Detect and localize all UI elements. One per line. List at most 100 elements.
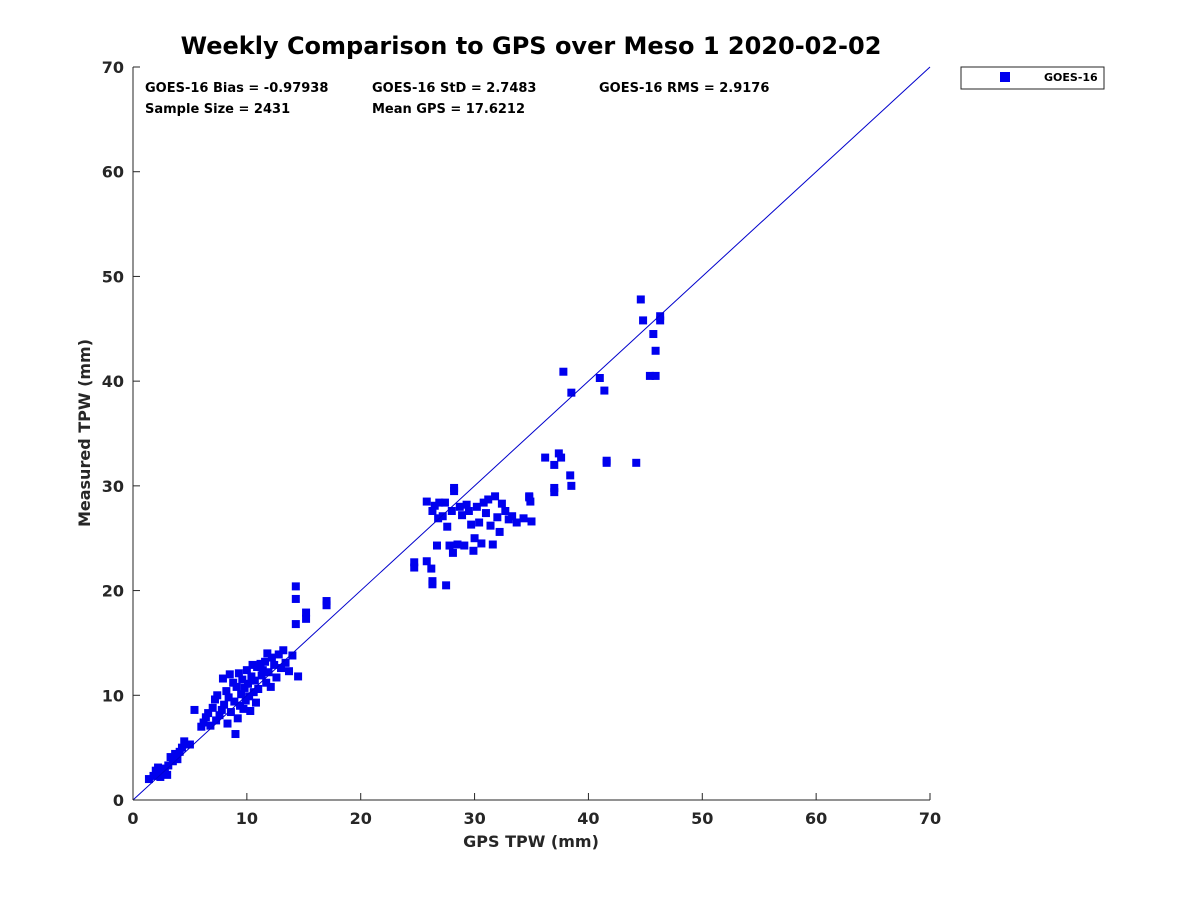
data-point (422, 557, 431, 566)
x-tick-label: 20 (350, 809, 372, 828)
x-tick-label: 60 (805, 809, 827, 828)
data-point (249, 688, 258, 697)
data-point (243, 679, 252, 688)
data-point (557, 453, 566, 462)
data-point (527, 517, 536, 526)
legend: GOES-16 (960, 66, 1105, 90)
data-point (460, 541, 469, 550)
data-point (445, 541, 454, 550)
data-point (649, 330, 658, 339)
data-point (567, 481, 576, 490)
data-point (656, 312, 665, 321)
data-point (272, 673, 281, 682)
data-point (458, 511, 467, 520)
data-point (242, 666, 251, 675)
data-point (438, 512, 447, 521)
data-point (284, 667, 293, 676)
data-point (462, 500, 471, 509)
data-point (248, 660, 257, 669)
data-point (164, 761, 173, 770)
data-point (410, 563, 419, 572)
stat-rms: GOES-16 RMS = 2.9176 (599, 81, 769, 96)
data-point (322, 597, 331, 606)
data-point (204, 709, 213, 718)
data-point (645, 371, 654, 380)
data-point (168, 757, 177, 766)
data-point (595, 374, 604, 383)
data-point (229, 678, 238, 687)
data-point (233, 714, 242, 723)
data-point (262, 678, 271, 687)
x-tick-label: 10 (236, 809, 258, 828)
y-tick-label: 50 (102, 267, 124, 286)
data-point (541, 453, 550, 462)
data-point (486, 521, 495, 530)
data-point (656, 316, 665, 325)
data-point (495, 527, 504, 536)
stats-annotations: GOES-16 Bias = -0.97938 GOES-16 StD = 2.… (145, 81, 769, 117)
data-point (484, 495, 493, 504)
data-point (453, 540, 462, 549)
data-point (231, 730, 240, 739)
data-point (217, 705, 226, 714)
data-point (422, 497, 431, 506)
data-point (651, 371, 660, 380)
data-points (144, 295, 665, 784)
data-point (302, 608, 311, 617)
data-point (512, 518, 521, 527)
x-axis-label: GPS TPW (mm) (463, 832, 599, 851)
data-point (477, 539, 486, 548)
data-point (497, 499, 506, 508)
data-point (488, 540, 497, 549)
data-point (632, 458, 641, 467)
data-point (479, 498, 488, 507)
data-point (238, 675, 247, 684)
x-tick-label: 0 (127, 809, 138, 828)
data-point (410, 558, 419, 567)
data-point (264, 668, 273, 677)
data-point (636, 295, 645, 304)
stat-sample-size: Sample Size = 2431 (145, 102, 290, 117)
x-ticks: 0 10 20 30 40 50 60 70 (127, 793, 941, 828)
data-point (443, 522, 452, 531)
data-point (450, 487, 459, 496)
data-point (639, 316, 648, 325)
data-point (232, 682, 241, 691)
data-point (434, 514, 443, 523)
data-point (428, 580, 437, 589)
data-point (435, 498, 444, 507)
data-point (177, 743, 186, 752)
data-point (258, 666, 267, 675)
data-point (222, 687, 231, 696)
y-tick-label: 70 (102, 58, 124, 77)
data-point (550, 460, 559, 469)
data-point (215, 711, 224, 720)
data-point (190, 705, 199, 714)
data-point (302, 614, 311, 623)
data-point (448, 548, 457, 557)
data-point (291, 620, 300, 629)
data-point (475, 518, 484, 527)
x-tick-label: 40 (577, 809, 599, 828)
data-point (250, 676, 259, 685)
data-point (156, 772, 165, 781)
y-tick-label: 0 (113, 791, 124, 810)
data-point (257, 671, 266, 680)
data-point (154, 763, 163, 772)
data-point (234, 669, 243, 678)
stat-mean-gps: Mean GPS = 17.6212 (372, 102, 525, 117)
data-point (294, 672, 303, 681)
data-point (432, 541, 441, 550)
data-point (455, 502, 464, 511)
data-point (525, 492, 534, 501)
data-point (442, 581, 451, 590)
data-point (218, 674, 227, 683)
stat-bias: GOES-16 Bias = -0.97938 (145, 81, 328, 96)
data-point (291, 582, 300, 591)
data-point (291, 594, 300, 603)
data-point (225, 670, 234, 679)
data-point (651, 346, 660, 355)
y-ticks: 0 10 20 30 40 50 60 70 (102, 58, 140, 810)
axes (132, 67, 930, 801)
